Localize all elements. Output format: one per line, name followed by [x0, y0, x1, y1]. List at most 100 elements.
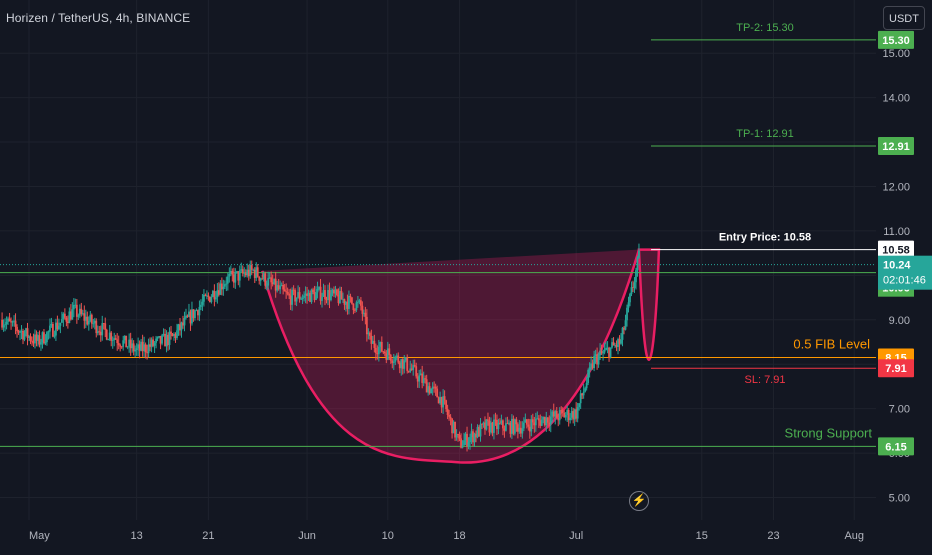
- candle-body: [35, 334, 38, 341]
- candle-body: [156, 337, 159, 339]
- candle-body: [394, 356, 397, 362]
- candle-body: [20, 330, 23, 332]
- candle-body: [419, 373, 422, 376]
- candle-body: [546, 417, 549, 423]
- candle-body: [107, 339, 110, 341]
- candle-body: [528, 426, 531, 432]
- tp2-label: TP-2: 15.30: [736, 22, 793, 34]
- candle-body: [531, 419, 534, 423]
- candle-body: [467, 442, 470, 447]
- candle-body: [309, 292, 311, 302]
- candle-body: [440, 397, 443, 408]
- candle-body: [141, 341, 144, 352]
- candle-body: [355, 302, 358, 311]
- candle-body: [479, 423, 482, 437]
- candle-body: [319, 286, 322, 301]
- candle-body: [307, 292, 310, 296]
- candle-body: [614, 345, 616, 346]
- candle-body: [451, 418, 453, 434]
- candle-body: [361, 305, 364, 314]
- candle-body: [627, 302, 630, 308]
- candle-body: [398, 362, 401, 369]
- candle-body: [147, 344, 150, 354]
- candle-body: [563, 412, 566, 418]
- candle-body: [410, 368, 413, 370]
- candle-body: [324, 290, 326, 300]
- candle-body: [357, 301, 359, 303]
- candle-body: [542, 416, 545, 420]
- candle-body: [194, 310, 196, 319]
- candle-body: [110, 332, 113, 341]
- candle-body: [354, 310, 356, 311]
- candle-body: [208, 296, 211, 302]
- candle-body: [425, 379, 428, 393]
- candle-body: [244, 273, 247, 276]
- candle-body: [343, 299, 346, 305]
- candle-body: [518, 427, 521, 432]
- candle-body: [164, 333, 166, 347]
- candle-body: [591, 363, 594, 369]
- candle-body: [31, 340, 33, 342]
- candle-body: [500, 420, 503, 424]
- candle-body: [125, 335, 128, 348]
- price-tick-label: 7.00: [889, 404, 910, 416]
- cup-handle: [637, 248, 661, 362]
- candle-body: [485, 419, 488, 430]
- candle-body: [207, 295, 210, 297]
- candle-body: [289, 295, 292, 305]
- price-tick-label: 9.00: [889, 315, 910, 327]
- candle-body: [162, 333, 165, 336]
- candle-body: [596, 354, 598, 365]
- candle-body: [179, 324, 181, 331]
- candle-body: [26, 328, 29, 338]
- candle-body: [581, 393, 584, 396]
- candle-body: [337, 295, 340, 304]
- candle-body: [143, 344, 146, 352]
- candle-body: [25, 328, 27, 334]
- candle-body: [551, 411, 554, 417]
- candle-body: [256, 267, 259, 277]
- candle-body: [482, 422, 485, 425]
- candle-body: [527, 424, 530, 427]
- candle-body: [481, 423, 483, 425]
- sl-price-tag-text: 7.91: [885, 363, 906, 375]
- candle-body: [219, 283, 222, 295]
- lightning-icon[interactable]: ⚡: [629, 491, 649, 511]
- candle-body: [603, 349, 606, 353]
- candle-body: [322, 290, 325, 297]
- candle-body: [522, 422, 525, 429]
- countdown-text: 02:01:46: [883, 275, 926, 287]
- candle-body: [593, 355, 596, 369]
- candle-body: [285, 291, 288, 293]
- candle-body: [211, 290, 214, 297]
- candle-body: [114, 338, 117, 340]
- candle-body: [101, 323, 104, 336]
- candle-body: [43, 332, 45, 344]
- candle-body: [564, 414, 567, 418]
- candle-body: [146, 352, 149, 354]
- candle-body: [140, 341, 143, 351]
- candle-body: [636, 257, 639, 271]
- candle-body: [545, 417, 548, 426]
- candle-body: [590, 363, 593, 368]
- candle-body: [554, 411, 557, 417]
- candle-body: [463, 440, 465, 446]
- candle-body: [460, 438, 462, 448]
- candle-body: [560, 410, 563, 411]
- candle-body: [588, 367, 591, 371]
- candles: [1, 243, 640, 452]
- candle-body: [428, 386, 431, 394]
- candle-body: [46, 332, 48, 343]
- candle-body: [630, 287, 633, 294]
- candle-body: [502, 420, 504, 429]
- candle-body: [582, 391, 585, 396]
- currency-button[interactable]: USDT: [883, 6, 925, 30]
- candle-body: [279, 286, 282, 290]
- candle-body: [99, 331, 102, 336]
- candle-body: [10, 321, 12, 323]
- candle-body: [434, 386, 437, 389]
- candle-body: [90, 314, 93, 324]
- candle-body: [108, 332, 111, 340]
